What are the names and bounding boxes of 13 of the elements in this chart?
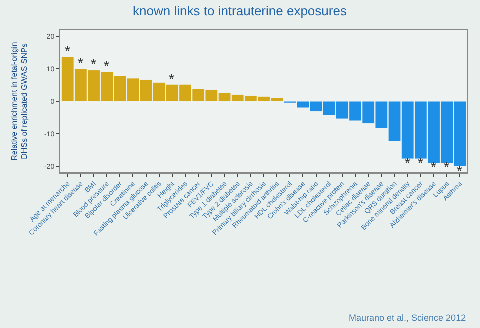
- y-axis-title: Relative enrichment in fetal-origin DHSs of replicated GWAS SNPs: [10, 42, 30, 161]
- annotation: *: [457, 163, 463, 179]
- annotation: *: [104, 58, 110, 74]
- annotation: *: [444, 159, 450, 175]
- text: Maurano et al., Science 2012: [349, 313, 466, 323]
- annotation: *: [169, 71, 175, 87]
- annotation: *: [405, 155, 411, 171]
- annotation: *: [65, 43, 71, 59]
- annotation: *: [431, 159, 437, 175]
- annotation: *: [91, 56, 97, 72]
- annotation: *: [418, 155, 424, 171]
- annotation: *: [78, 55, 84, 71]
- chart-title: known links to intrauterine exposures: [133, 4, 348, 19]
